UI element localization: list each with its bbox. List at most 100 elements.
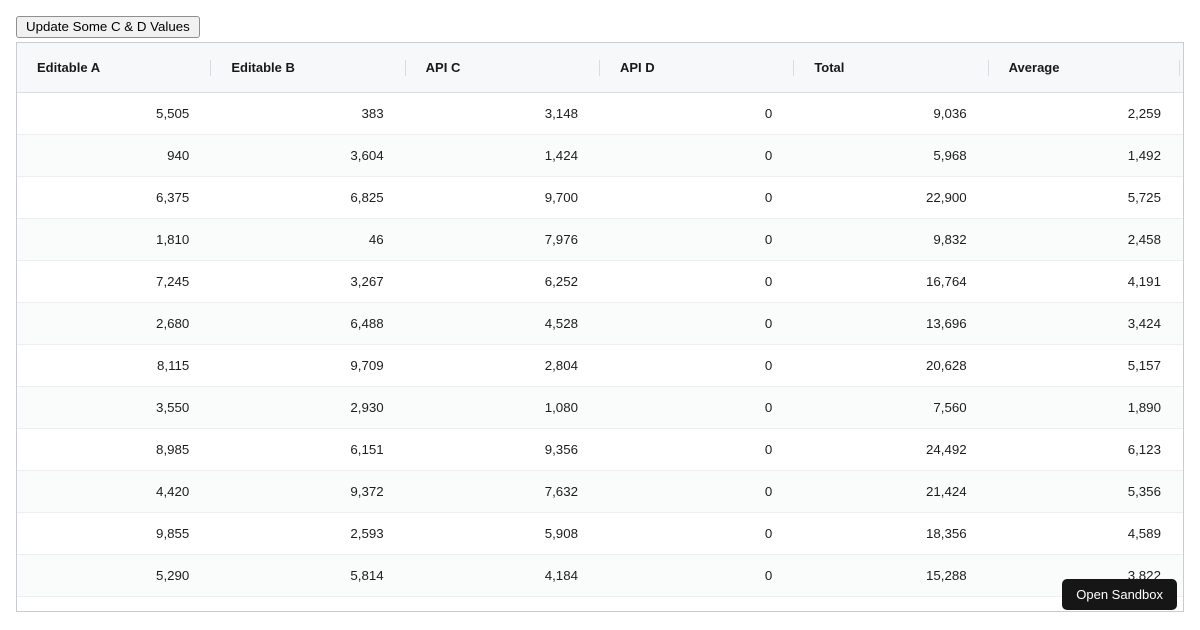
column-header-label: Editable A [37, 60, 101, 75]
readonly-cell: 1,890 [1127, 400, 1161, 415]
column-divider [210, 60, 212, 76]
editable-cell[interactable]: 9,855 [156, 526, 190, 541]
editable-cell[interactable]: 8,115 [157, 358, 190, 373]
column-header-label: Total [814, 60, 845, 75]
table-row: 5,505 383 3,148 0 9,036 2,259 [17, 93, 1183, 135]
table-row: 8,115 9,709 2,804 0 20,628 5,157 [17, 345, 1183, 387]
column-divider [987, 60, 989, 76]
column-header-label: Editable B [231, 60, 295, 75]
editable-cell[interactable]: 46 [368, 232, 384, 247]
table-row: 5,290 5,814 4,184 0 15,288 3,822 [17, 555, 1183, 597]
readonly-cell: 18,356 [925, 526, 967, 541]
readonly-cell: 2,458 [1127, 232, 1161, 247]
table-row: 8,985 6,151 9,356 0 24,492 6,123 [17, 429, 1183, 471]
readonly-cell: 0 [764, 526, 773, 541]
column-header-label: API D [619, 60, 655, 75]
readonly-cell: 7,632 [544, 484, 578, 499]
readonly-cell: 21,424 [925, 484, 967, 499]
readonly-cell: 0 [764, 190, 773, 205]
readonly-cell: 16,764 [925, 274, 967, 289]
readonly-cell: 5,725 [1127, 190, 1161, 205]
column-header-api-d: API D [600, 43, 795, 92]
readonly-cell: 4,191 [1127, 274, 1161, 289]
table-row: 4,420 9,372 7,632 0 21,424 5,356 [17, 471, 1183, 513]
readonly-cell: 0 [764, 316, 773, 331]
editable-cell[interactable]: 8,985 [156, 442, 190, 457]
column-header-label: API C [425, 60, 461, 75]
column-divider [598, 60, 600, 76]
column-divider [1178, 60, 1180, 76]
readonly-cell: 7,976 [544, 232, 578, 247]
column-header-total: Total [794, 43, 989, 92]
readonly-cell: 0 [764, 358, 773, 373]
column-header-editable-a: Editable A [17, 43, 212, 92]
readonly-cell: 0 [764, 400, 773, 415]
readonly-cell: 0 [764, 442, 773, 457]
readonly-cell: 4,528 [544, 316, 578, 331]
readonly-cell: 22,900 [925, 190, 967, 205]
readonly-cell: 15,288 [925, 568, 967, 583]
editable-cell[interactable]: 6,375 [156, 190, 190, 205]
readonly-cell: 2,804 [544, 358, 578, 373]
update-c-d-values-button[interactable]: Update Some C & D Values [16, 16, 200, 38]
table-header: Editable A Editable B API C API D Total … [17, 43, 1183, 93]
editable-cell[interactable]: 5,814 [350, 568, 384, 583]
column-header-api-c: API C [406, 43, 600, 92]
editable-cell[interactable]: 383 [361, 106, 384, 121]
table-row: 7,245 3,267 6,252 0 16,764 4,191 [17, 261, 1183, 303]
readonly-cell: 24,492 [925, 442, 967, 457]
table-row: 940 3,604 1,424 0 5,968 1,492 [17, 135, 1183, 177]
table-body: 5,505 383 3,148 0 9,036 2,259 940 3,604 1,424 0 5,… [17, 93, 1183, 611]
readonly-cell: 3,424 [1127, 316, 1161, 331]
editable-cell[interactable]: 940 [167, 148, 190, 163]
column-header-label: Average [1008, 60, 1060, 75]
editable-cell[interactable]: 4,420 [156, 484, 190, 499]
column-header-average: Average [989, 43, 1183, 92]
editable-cell[interactable]: 1,810 [156, 232, 190, 247]
open-sandbox-button[interactable]: Open Sandbox [1062, 579, 1177, 610]
column-divider [793, 60, 795, 76]
editable-cell[interactable]: 3,604 [350, 148, 384, 163]
table-row: 6,375 6,825 9,700 0 22,900 5,725 [17, 177, 1183, 219]
readonly-cell: 7,560 [933, 400, 967, 415]
editable-cell[interactable]: 6,488 [350, 316, 384, 331]
editable-cell[interactable]: 2,930 [350, 400, 384, 415]
readonly-cell: 6,252 [544, 274, 578, 289]
readonly-cell: 20,628 [925, 358, 967, 373]
readonly-cell: 5,908 [544, 526, 578, 541]
editable-cell[interactable]: 9,709 [350, 358, 384, 373]
editable-cell[interactable]: 5,290 [156, 568, 190, 583]
readonly-cell: 13,696 [925, 316, 967, 331]
readonly-cell: 0 [764, 232, 773, 247]
readonly-cell: 4,184 [544, 568, 578, 583]
editable-cell[interactable]: 2,680 [156, 316, 190, 331]
table-row: 1,810 46 7,976 0 9,832 2,458 [17, 219, 1183, 261]
readonly-cell: 0 [764, 274, 773, 289]
editable-cell[interactable]: 6,825 [350, 190, 384, 205]
editable-cell[interactable]: 6,151 [350, 442, 384, 457]
readonly-cell: 9,036 [933, 106, 967, 121]
table-row-partial [17, 597, 1183, 611]
column-header-editable-b: Editable B [211, 43, 406, 92]
table-row: 2,680 6,488 4,528 0 13,696 3,424 [17, 303, 1183, 345]
readonly-cell: 5,968 [933, 148, 967, 163]
readonly-cell: 1,080 [544, 400, 578, 415]
editable-cell[interactable]: 9,372 [350, 484, 384, 499]
column-divider [404, 60, 406, 76]
readonly-cell: 2,259 [1127, 106, 1161, 121]
readonly-cell: 3,148 [544, 106, 578, 121]
editable-cell[interactable]: 2,593 [350, 526, 384, 541]
editable-cell[interactable]: 3,550 [156, 400, 190, 415]
readonly-cell: 9,832 [933, 232, 967, 247]
readonly-cell: 5,356 [1127, 484, 1161, 499]
editable-cell[interactable]: 7,245 [156, 274, 190, 289]
readonly-cell: 5,157 [1127, 358, 1161, 373]
readonly-cell: 9,356 [544, 442, 578, 457]
editable-cell[interactable]: 3,267 [350, 274, 384, 289]
editable-cell[interactable]: 5,505 [156, 106, 190, 121]
readonly-cell: 0 [764, 568, 773, 583]
data-table: Editable A Editable B API C API D Total … [16, 42, 1184, 612]
readonly-cell: 4,589 [1127, 526, 1161, 541]
table-row: 3,550 2,930 1,080 0 7,560 1,890 [17, 387, 1183, 429]
readonly-cell: 1,424 [544, 148, 578, 163]
